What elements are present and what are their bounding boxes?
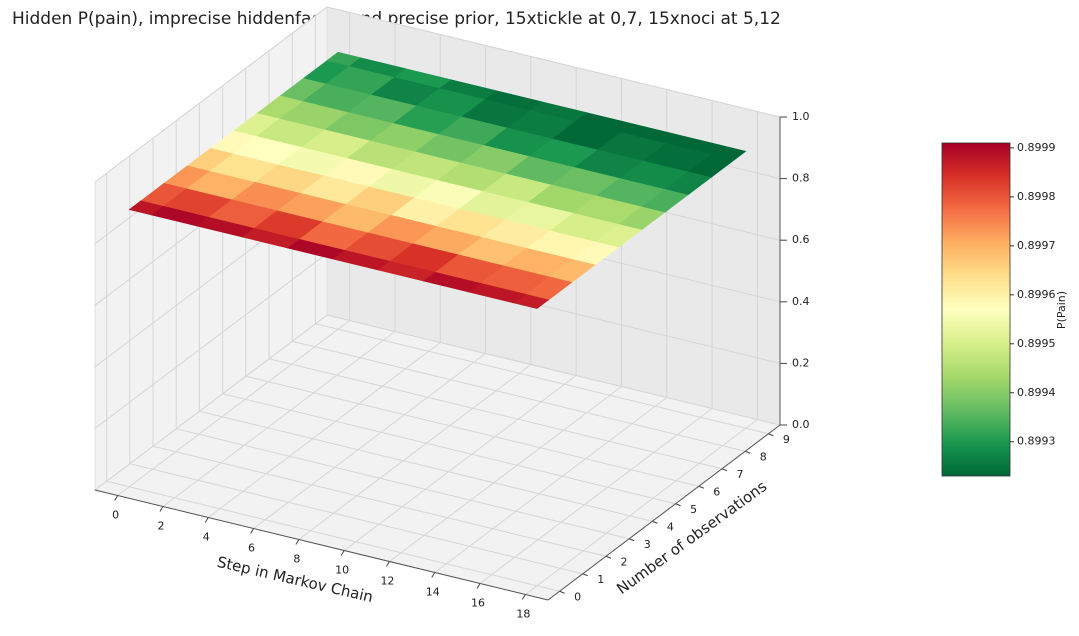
- tick-mark: [204, 517, 209, 523]
- y-tick-label: 1: [597, 573, 604, 586]
- y-tick-label: 6: [713, 485, 720, 498]
- tick-mark: [652, 520, 658, 524]
- x-tick-label: 8: [293, 553, 300, 566]
- tick-mark: [386, 561, 390, 567]
- grid-line: [106, 480, 560, 592]
- colorbar-tick-label: 0.8996: [1017, 288, 1056, 301]
- x-tick-label: 4: [203, 531, 210, 544]
- grid-line: [434, 397, 668, 573]
- tick-mark: [629, 538, 635, 542]
- x-tick-label: 16: [471, 597, 485, 610]
- y-tick-label: 2: [621, 555, 628, 568]
- grid-line: [94, 253, 328, 429]
- tick-mark: [295, 539, 300, 545]
- y-tick-label: 4: [667, 520, 674, 533]
- grid-line: [94, 6, 328, 183]
- grid-line: [525, 419, 758, 595]
- grid-line: [479, 408, 713, 584]
- grid-line: [222, 393, 676, 505]
- tick-mark: [340, 550, 345, 556]
- grid-line: [389, 386, 622, 562]
- tick-mark: [114, 495, 119, 501]
- grid-line: [117, 320, 350, 496]
- z-tick-label: 0.4: [792, 295, 810, 308]
- tick-mark: [768, 433, 774, 437]
- tick-mark: [698, 485, 704, 489]
- tick-mark: [476, 583, 481, 589]
- z-tick-label: 0.0: [792, 418, 810, 431]
- grid-line: [199, 410, 653, 522]
- colorbar-tick-label: 0.8994: [1017, 386, 1056, 399]
- grid-line: [94, 314, 328, 491]
- grid-line: [253, 353, 486, 529]
- y-tick-label: 7: [737, 468, 744, 481]
- grid-line: [298, 364, 532, 540]
- tick-mark: [159, 506, 164, 512]
- x-axis: [94, 489, 549, 601]
- grid-line: [129, 463, 583, 575]
- colorbar-tick-label: 0.8993: [1017, 435, 1056, 448]
- y-tick-label: 9: [783, 433, 790, 446]
- x-tick-label: 0: [112, 509, 119, 522]
- x-tick-label: 6: [248, 542, 255, 555]
- x-tick-label: 14: [426, 586, 440, 599]
- grid-line: [326, 314, 781, 426]
- tick-mark: [431, 572, 436, 578]
- x-tick-label: 18: [516, 608, 530, 621]
- tick-mark: [745, 450, 751, 454]
- colorbar-tick-label: 0.8999: [1017, 141, 1056, 154]
- y-tick-label: 3: [644, 538, 651, 551]
- grid-line: [292, 340, 746, 452]
- x-tick-label: 2: [157, 520, 164, 533]
- tick-mark: [521, 594, 526, 600]
- x-tick-label: 12: [380, 575, 394, 588]
- tick-mark: [559, 590, 565, 594]
- grid-line: [326, 6, 781, 118]
- grid-line: [268, 358, 723, 470]
- grid-line: [245, 375, 699, 487]
- grid-line: [176, 428, 630, 540]
- x-tick-label: 10: [335, 564, 349, 577]
- tick-mark: [582, 573, 588, 577]
- y-axis: [547, 424, 781, 601]
- colorbar-tick-label: 0.8997: [1017, 239, 1056, 252]
- y-tick-label: 0: [574, 590, 581, 603]
- z-tick-label: 1.0: [792, 110, 810, 123]
- grid-line: [315, 323, 769, 435]
- grid-line: [162, 331, 396, 507]
- tick-mark: [250, 528, 254, 534]
- chart-title: Hidden P(pain), imprecise hiddenfactor a…: [12, 9, 781, 29]
- tick-mark: [605, 555, 612, 559]
- grid-line: [207, 342, 441, 518]
- y-tick-label: 8: [760, 450, 767, 463]
- tick-mark: [721, 468, 728, 472]
- colorbar-tick-label: 0.8995: [1017, 337, 1056, 350]
- tick-mark: [675, 503, 681, 507]
- z-tick-label: 0.6: [792, 233, 810, 246]
- z-tick-label: 0.2: [792, 356, 810, 369]
- surface-cell: [513, 294, 550, 309]
- colorbar-tick-label: 0.8998: [1017, 190, 1056, 203]
- grid-line: [343, 375, 577, 551]
- colorbar: [941, 142, 1011, 477]
- y-tick-label: 5: [690, 503, 697, 516]
- grid-line: [152, 445, 607, 557]
- colorbar-label: P(Pain): [1055, 291, 1068, 329]
- z-tick-label: 0.8: [792, 172, 810, 185]
